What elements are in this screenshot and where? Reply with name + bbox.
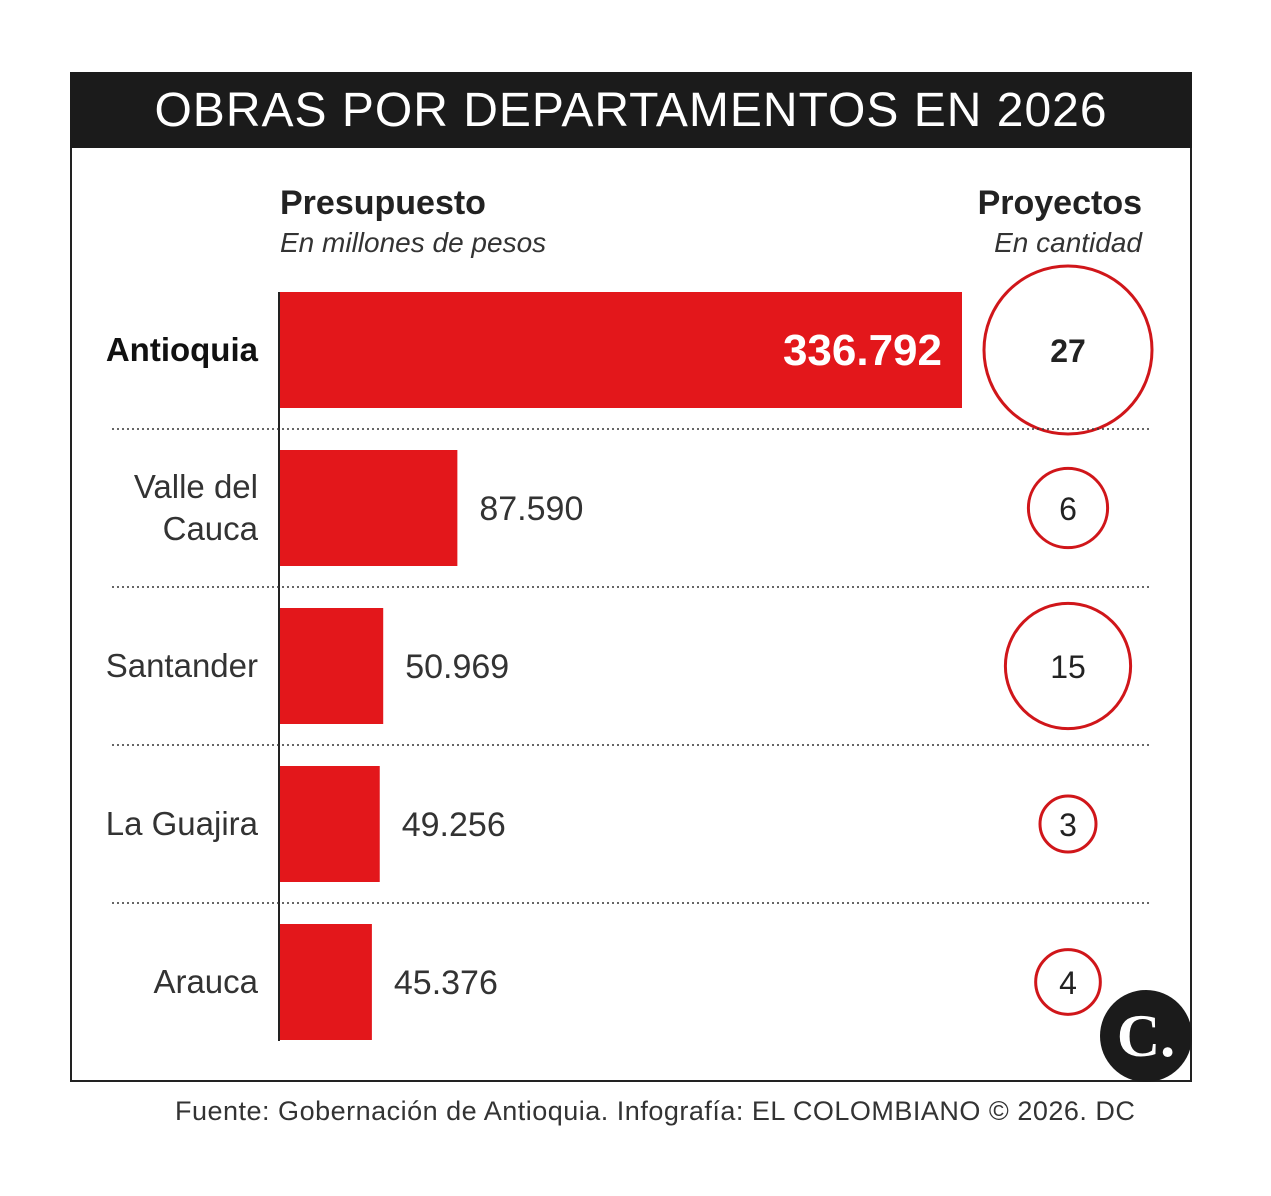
chart-rows: 336.792 Antioquia 27 87.590 Valle del Cauca 6 5… <box>106 264 1154 1040</box>
budget-header-title: Presupuesto <box>280 184 486 222</box>
budget-header-subtitle: En millones de pesos <box>280 227 546 258</box>
budget-value-label: 87.590 <box>479 490 583 528</box>
category-label: Antioquia <box>106 331 259 368</box>
projects-circle <box>1038 794 1098 854</box>
projects-header-subtitle: En cantidad <box>994 227 1143 258</box>
projects-count-label: 15 <box>1050 649 1086 685</box>
projects-count-label: 6 <box>1059 491 1077 527</box>
projects-circle <box>1034 948 1102 1016</box>
budget-value-label: 45.376 <box>394 964 498 1002</box>
projects-count-label: 4 <box>1059 965 1077 1001</box>
budget-bar <box>280 924 372 1040</box>
budget-bar <box>280 608 384 724</box>
category-label: Cauca <box>163 510 259 547</box>
projects-circle <box>982 264 1154 436</box>
category-label: Valle del <box>134 468 258 505</box>
category-label: La Guajira <box>106 805 259 842</box>
projects-count-label: 27 <box>1050 333 1086 369</box>
budget-bar <box>280 450 458 566</box>
budget-value-label: 49.256 <box>402 806 506 844</box>
projects-count-label: 3 <box>1059 807 1077 843</box>
category-label: Arauca <box>153 963 258 1000</box>
budget-value-label: 336.792 <box>783 326 942 375</box>
projects-circle <box>1003 601 1133 731</box>
chart-title: OBRAS POR DEPARTAMENTOS EN 2026 <box>70 72 1192 148</box>
projects-header-title: Proyectos <box>978 184 1142 222</box>
category-label: Santander <box>106 647 258 684</box>
budget-value-label: 50.969 <box>405 648 509 686</box>
budget-bar <box>280 292 962 408</box>
projects-circle <box>1026 466 1110 550</box>
source-credit: Fuente: Gobernación de Antioquia. Infogr… <box>175 1096 1136 1126</box>
budget-bar <box>280 766 380 882</box>
el-colombiano-logo: C. <box>1100 990 1192 1082</box>
